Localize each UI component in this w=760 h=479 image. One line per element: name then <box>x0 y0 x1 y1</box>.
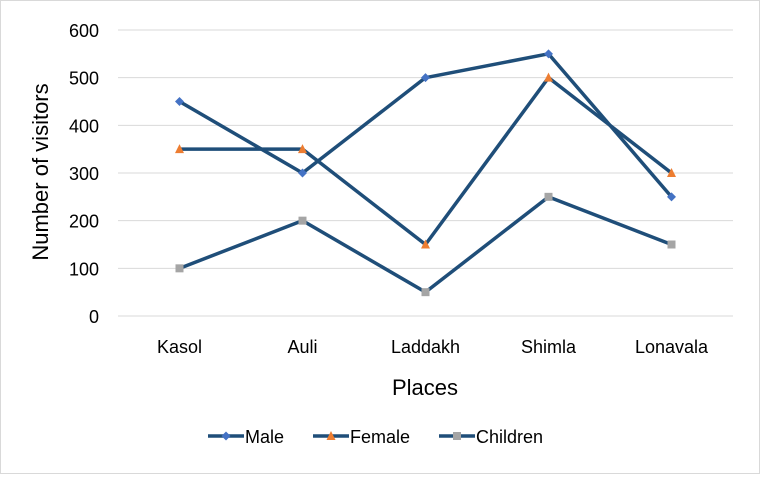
legend-marker-male <box>221 431 231 441</box>
x-tick-label: Auli <box>287 337 317 357</box>
legend-marker-female <box>326 431 336 440</box>
y-tick-labels: 0 100 200 300 400 500 600 <box>69 21 99 327</box>
legend-marker-children <box>453 432 461 440</box>
x-tick-label: Lonavala <box>635 337 709 357</box>
data-point-children <box>175 264 184 273</box>
data-point-children <box>421 288 430 297</box>
data-point-male <box>175 97 184 106</box>
data-point-children <box>667 240 676 249</box>
y-tick-label: 600 <box>69 21 99 41</box>
legend-label-female: Female <box>350 427 410 447</box>
y-tick-label: 200 <box>69 212 99 232</box>
data-point-male <box>421 73 430 83</box>
x-tick-label: Kasol <box>157 337 202 357</box>
x-axis-label: Places <box>392 375 458 400</box>
data-point-female <box>667 168 676 177</box>
data-point-children <box>544 192 553 201</box>
data-point-female <box>421 239 430 249</box>
data-point-children <box>298 216 307 225</box>
x-tick-labels: Kasol Auli Laddakh Shimla Lonavala <box>157 337 709 357</box>
y-tick-label: 0 <box>89 307 99 327</box>
legend: Male Female Children <box>208 427 543 447</box>
data-point-female <box>298 144 307 154</box>
legend-label-male: Male <box>245 427 284 447</box>
data-point-female <box>175 144 184 154</box>
data-point-male <box>544 49 553 59</box>
legend-label-children: Children <box>476 427 543 447</box>
y-tick-label: 300 <box>69 164 99 184</box>
x-tick-label: Laddakh <box>391 337 460 357</box>
data-point-male <box>667 192 676 202</box>
y-tick-label: 100 <box>69 259 99 279</box>
x-tick-label: Shimla <box>521 337 577 357</box>
data-point-female <box>544 72 553 82</box>
y-tick-label: 500 <box>69 69 99 89</box>
data-point-male <box>298 168 307 178</box>
series-markers <box>175 49 676 297</box>
y-axis-label: Number of visitors <box>28 83 53 260</box>
y-tick-label: 400 <box>69 116 99 136</box>
